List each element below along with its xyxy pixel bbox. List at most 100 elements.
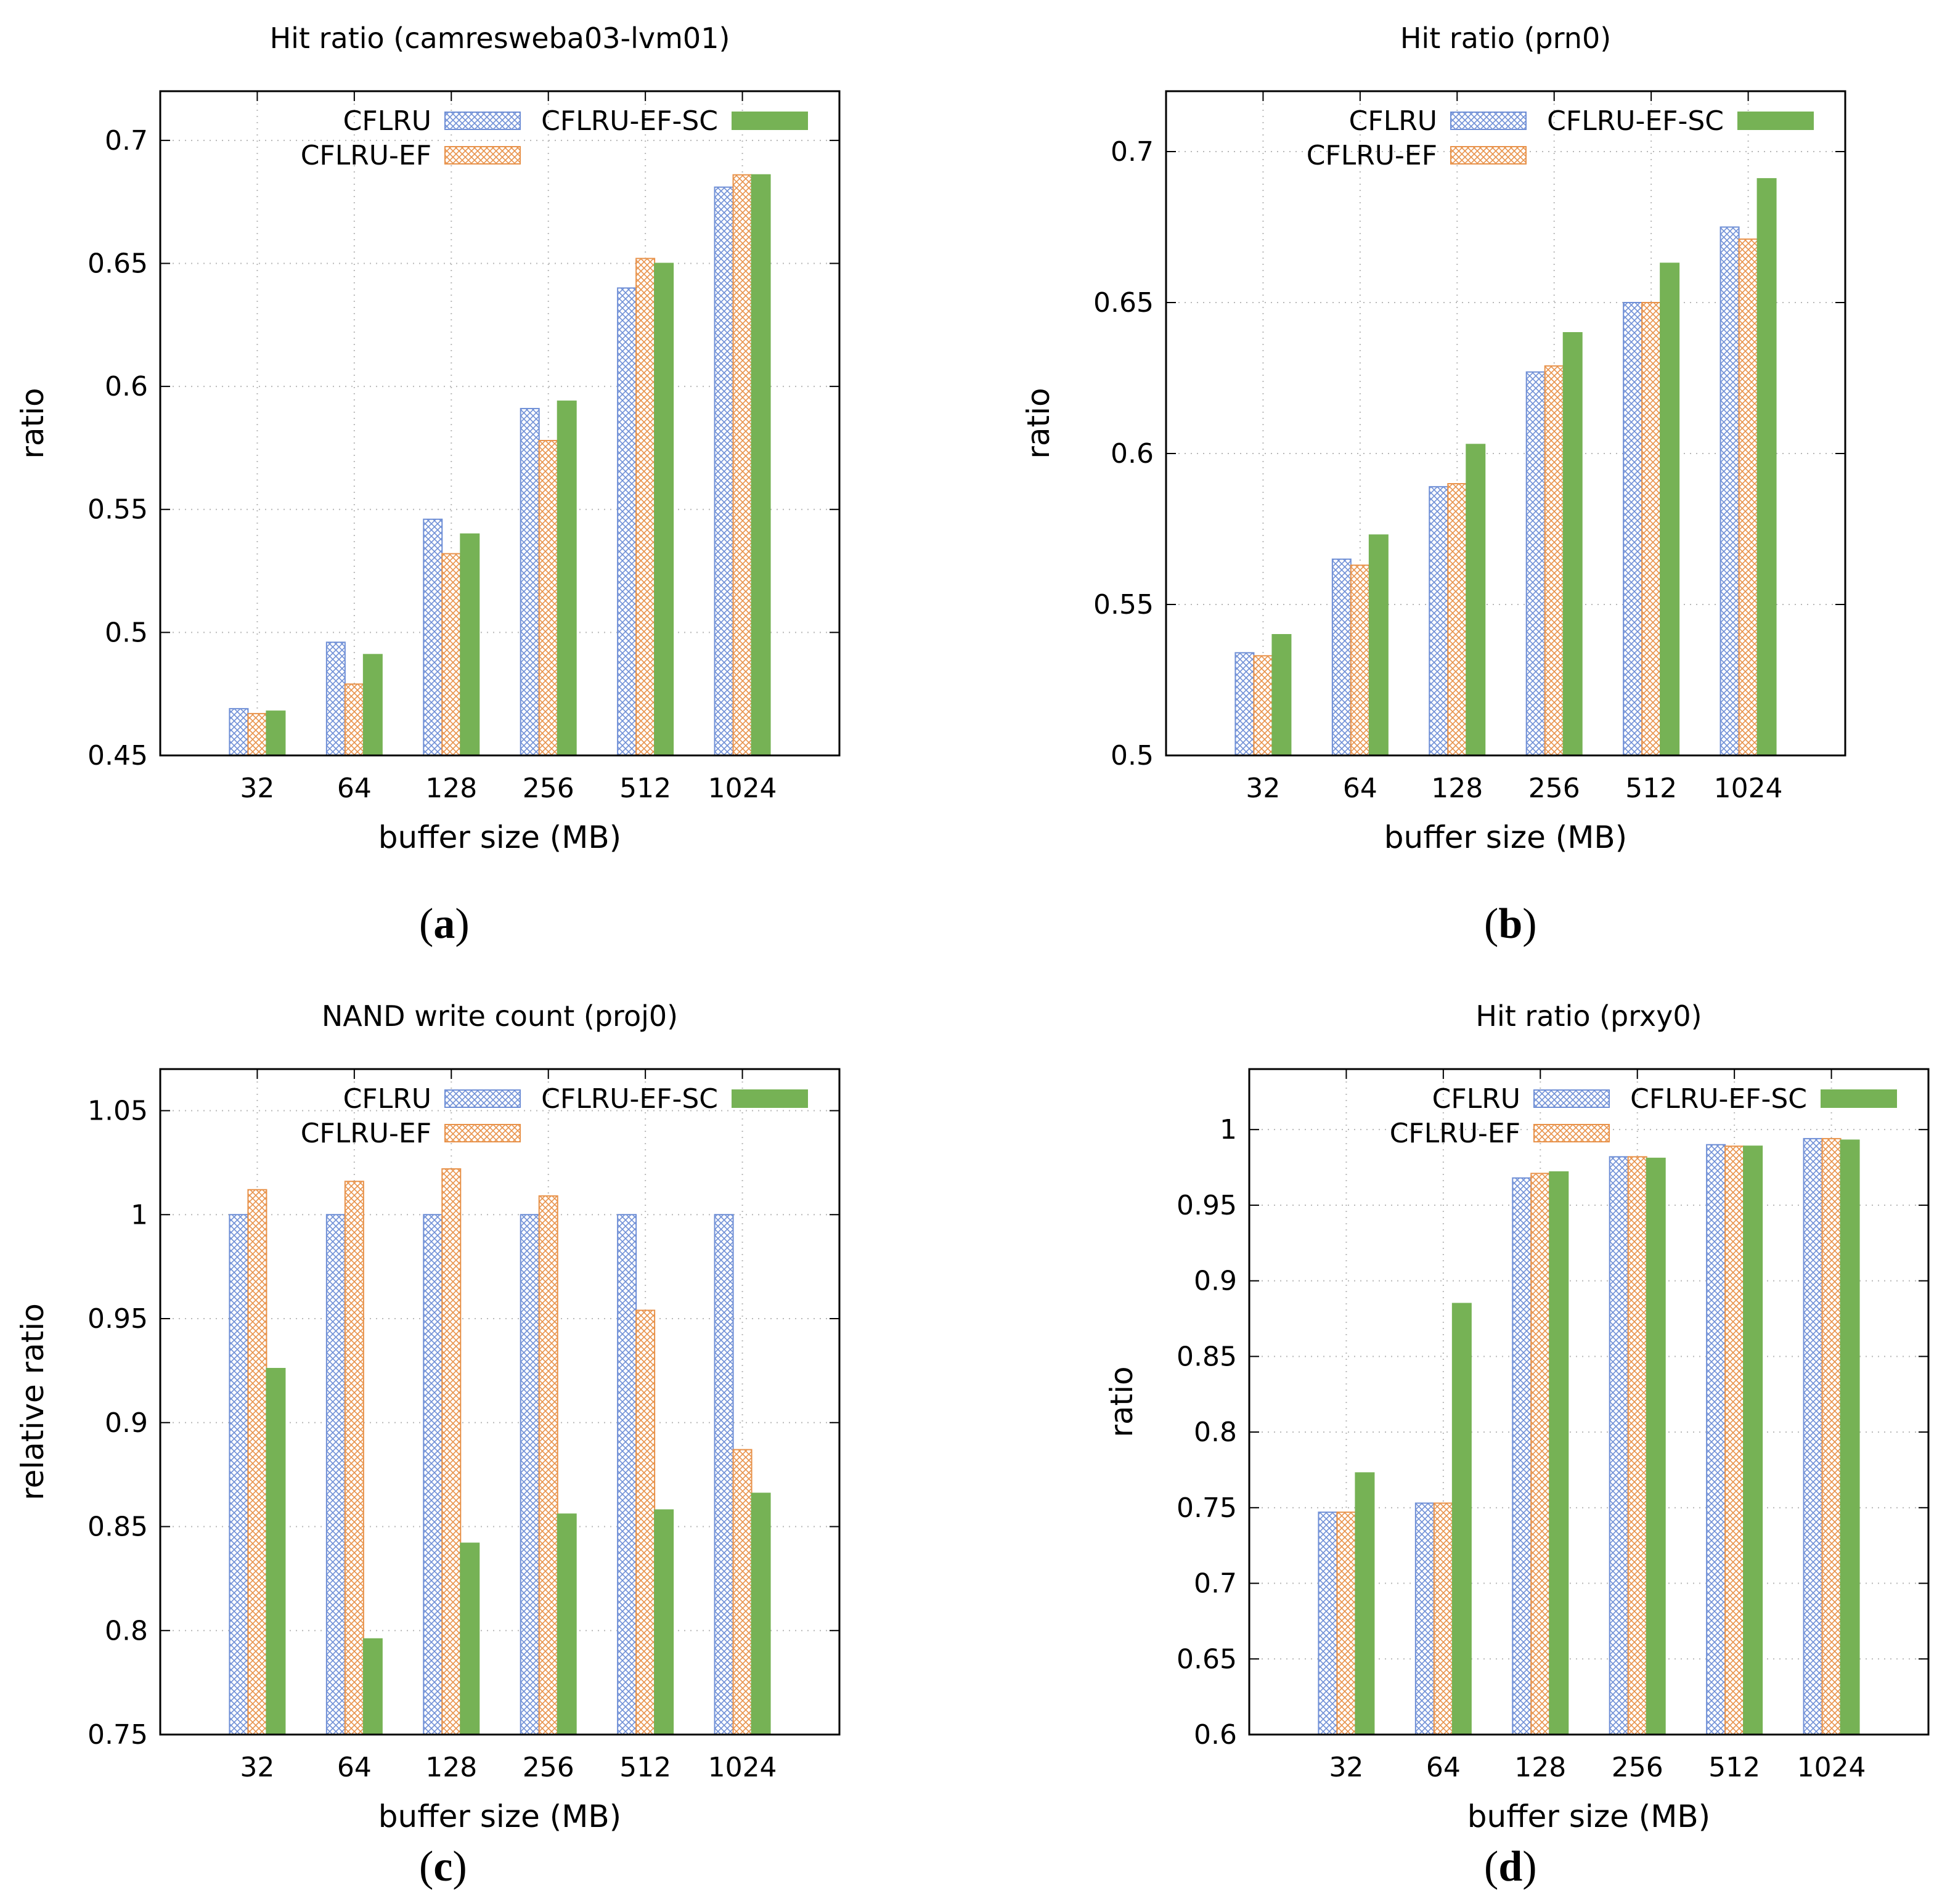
bar-cflru-ef-sc-256 bbox=[1646, 1157, 1666, 1735]
bar-cflru-512 bbox=[1623, 302, 1643, 756]
x-tick-label: 64 bbox=[1343, 773, 1377, 804]
y-tick-label: 0.7 bbox=[105, 125, 148, 157]
x-tick-label: 128 bbox=[425, 773, 477, 804]
x-tick-label: 256 bbox=[523, 1752, 574, 1783]
caption-d: (d) bbox=[1484, 1843, 1537, 1890]
x-tick-label: 64 bbox=[337, 773, 372, 804]
x-tick-label: 256 bbox=[1612, 1752, 1663, 1783]
x-tick-label: 1024 bbox=[708, 1752, 777, 1783]
bar-cflru-ef-sc-32 bbox=[266, 1368, 286, 1735]
y-tick-label: 0.6 bbox=[1111, 438, 1154, 470]
bar-cflru-256 bbox=[520, 408, 540, 756]
bar-cflru-1024 bbox=[714, 1214, 734, 1735]
bar-cflru-ef-sc-128 bbox=[1549, 1171, 1569, 1735]
legend-swatch-cflru-ef bbox=[1450, 146, 1527, 165]
plot-border bbox=[159, 90, 841, 757]
bar-cflru-1024 bbox=[714, 186, 734, 756]
legend-label-cflru-ef-sc: CFLRU-EF-SC bbox=[1630, 1083, 1807, 1115]
y-tick-label: 0.75 bbox=[88, 1719, 148, 1751]
caption-c: (c) bbox=[419, 1843, 467, 1890]
bar-cflru-ef-sc-64 bbox=[1368, 534, 1389, 756]
bar-cflru-ef-sc-1024 bbox=[1840, 1139, 1860, 1735]
chart-title: Hit ratio (prxy0) bbox=[1475, 999, 1702, 1033]
x-tick-label: 256 bbox=[1528, 773, 1580, 804]
bar-cflru-512 bbox=[1706, 1144, 1726, 1735]
y-tick-label: 0.6 bbox=[1194, 1719, 1237, 1751]
bar-cflru-64 bbox=[325, 641, 346, 756]
legend-label-cflru-ef: CFLRU-EF bbox=[1307, 140, 1437, 171]
x-axis-label: buffer size (MB) bbox=[378, 820, 621, 855]
y-tick-label: 0.6 bbox=[105, 371, 148, 402]
bar-cflru-256 bbox=[520, 1214, 540, 1735]
y-tick-label: 0.5 bbox=[1111, 740, 1154, 771]
x-tick-label: 128 bbox=[1514, 1752, 1566, 1783]
bar-cflru-ef-sc-128 bbox=[460, 533, 480, 757]
x-axis-label: buffer size (MB) bbox=[1384, 820, 1627, 855]
bar-cflru-32 bbox=[229, 1214, 249, 1735]
bar-cflru-ef-256 bbox=[538, 1195, 558, 1735]
chart-a: 0.45 0.5 0.55 0.6 0.65 0.7 32 64 128 256 512 1024 Hi… bbox=[15, 22, 841, 855]
bar-cflru-ef-1024 bbox=[732, 174, 753, 756]
bar-cflru-ef-256 bbox=[538, 439, 558, 756]
legend-label-cflru-ef: CFLRU-EF bbox=[301, 1118, 431, 1149]
bar-cflru-ef-32 bbox=[247, 1189, 267, 1735]
x-tick-label: 32 bbox=[240, 1752, 274, 1783]
legend-swatch-cflru bbox=[1533, 1089, 1610, 1108]
bar-cflru-ef-64 bbox=[344, 1181, 364, 1735]
bar-cflru-ef-512 bbox=[635, 258, 656, 757]
bar-cflru-ef-sc-512 bbox=[1743, 1145, 1763, 1735]
y-tick-label: 0.55 bbox=[1093, 589, 1154, 620]
legend-swatch-cflru-ef-sc bbox=[732, 112, 808, 130]
x-tick-label: 1024 bbox=[1714, 773, 1783, 804]
legend-label-cflru: CFLRU bbox=[343, 1083, 431, 1115]
y-tick-label: 1 bbox=[131, 1199, 148, 1231]
y-tick-label: 0.8 bbox=[1194, 1417, 1237, 1448]
x-tick-label: 64 bbox=[337, 1752, 372, 1783]
y-tick-label: 0.7 bbox=[1194, 1568, 1237, 1600]
bar-cflru-32 bbox=[1234, 652, 1255, 757]
chart-d: 0.6 0.65 0.7 0.75 0.8 0.85 0.9 0.95 1 32 64 128 256 5… bbox=[1104, 999, 1930, 1834]
bar-cflru-ef-256 bbox=[1544, 365, 1564, 756]
plot-border bbox=[1165, 90, 1846, 757]
bar-cflru-ef-sc-256 bbox=[1562, 332, 1583, 756]
legend-label-cflru-ef-sc: CFLRU-EF-SC bbox=[1547, 105, 1724, 137]
caption-b: (b) bbox=[1484, 900, 1537, 948]
y-tick-label: 0.65 bbox=[88, 248, 148, 279]
y-tick-label: 0.95 bbox=[88, 1303, 148, 1335]
x-axis-label: buffer size (MB) bbox=[378, 1799, 621, 1834]
bar-cflru-ef-512 bbox=[1641, 302, 1662, 756]
x-axis-label: buffer size (MB) bbox=[1467, 1799, 1710, 1834]
x-tick-label: 1024 bbox=[708, 773, 777, 804]
legend-swatch-cflru-ef-sc bbox=[1737, 112, 1814, 130]
x-tick-label: 32 bbox=[1246, 773, 1280, 804]
y-tick-label: 0.7 bbox=[1111, 136, 1154, 168]
y-tick-label: 1.05 bbox=[88, 1096, 148, 1127]
plot-border bbox=[159, 1068, 841, 1736]
legend-label-cflru-ef: CFLRU-EF bbox=[1390, 1118, 1520, 1149]
bar-cflru-ef-sc-512 bbox=[654, 1509, 674, 1735]
y-tick-label: 0.8 bbox=[105, 1615, 148, 1646]
bar-cflru-ef-sc-512 bbox=[654, 262, 674, 756]
x-tick-label: 128 bbox=[1431, 773, 1483, 804]
plot-border bbox=[1248, 1068, 1930, 1736]
y-axis-label: ratio bbox=[1021, 388, 1056, 458]
x-tick-label: 512 bbox=[619, 1752, 671, 1783]
y-tick-label: 0.65 bbox=[1093, 287, 1154, 319]
bar-cflru-ef-sc-1024 bbox=[751, 174, 771, 756]
legend-swatch-cflru bbox=[1450, 112, 1527, 130]
legend-swatch-cflru-ef bbox=[444, 1124, 521, 1142]
x-tick-label: 128 bbox=[425, 1752, 477, 1783]
chart-title: NAND write count (proj0) bbox=[322, 999, 678, 1033]
bar-cflru-ef-sc-64 bbox=[362, 1638, 383, 1735]
x-tick-label: 256 bbox=[523, 773, 574, 804]
y-axis-label: ratio bbox=[1104, 1366, 1140, 1437]
legend-label-cflru-ef-sc: CFLRU-EF-SC bbox=[541, 105, 718, 137]
bar-cflru-256 bbox=[1525, 371, 1546, 756]
bar-cflru-ef-32 bbox=[1253, 655, 1273, 757]
bar-cflru-ef-128 bbox=[1447, 483, 1467, 756]
x-tick-label: 512 bbox=[619, 773, 671, 804]
bar-cflru-ef-sc-128 bbox=[1466, 444, 1486, 756]
legend-label-cflru-ef: CFLRU-EF bbox=[301, 140, 431, 171]
bar-cflru-ef-32 bbox=[247, 713, 267, 757]
